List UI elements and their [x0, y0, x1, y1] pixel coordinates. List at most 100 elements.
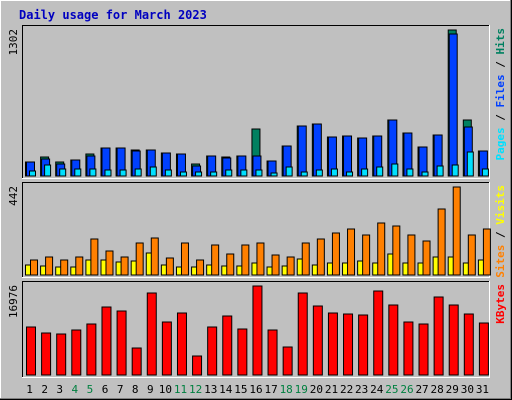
day-label: 29: [446, 383, 459, 396]
sites-bar: [316, 238, 325, 276]
day-label: 2: [41, 383, 48, 396]
sites-bar: [286, 256, 295, 276]
kbytes-bar: [463, 313, 474, 376]
kbytes-bar: [312, 305, 323, 376]
day-label: 4: [72, 383, 79, 396]
panel-visits_sites: 442 Sites / Visits: [7, 182, 507, 278]
sites-bar: [392, 225, 401, 276]
panel-legend: KBytes: [494, 284, 507, 324]
pages-bar: [59, 168, 67, 177]
sites-bar: [150, 237, 159, 276]
pages-bar: [361, 168, 369, 177]
day-label: 15: [234, 383, 247, 396]
pages-bar: [179, 171, 187, 177]
kbytes-bar: [41, 332, 52, 376]
legend-entry: Visits: [494, 185, 507, 225]
sites-bar: [467, 234, 476, 276]
sites-bar: [362, 234, 371, 276]
files-bar: [448, 33, 458, 177]
kbytes-bar: [433, 296, 444, 376]
pages-bar: [195, 171, 203, 177]
kbytes-bar: [388, 304, 399, 376]
kbytes-bar: [343, 313, 354, 376]
pages-bar: [436, 165, 444, 177]
pages-bar: [346, 171, 354, 177]
pages-bar: [315, 169, 323, 177]
day-label: 22: [340, 383, 353, 396]
day-label: 1: [26, 383, 33, 396]
day-label: 23: [355, 383, 368, 396]
sites-bar: [60, 259, 69, 276]
pages-bar: [74, 168, 82, 177]
x-axis-day-labels: 1 2 3 4 5 6 7 8 9 10 11 12 13 14 15 16 17 18 19 20 21 22 23 24 2…: [26, 383, 489, 396]
day-label: 9: [147, 383, 154, 396]
legend-entry: /: [494, 225, 507, 245]
day-label: 11: [174, 383, 187, 396]
kbytes-bar: [56, 333, 67, 376]
pages-bar: [481, 168, 489, 177]
kbytes-bar: [101, 306, 112, 376]
day-label: 31: [476, 383, 489, 396]
pages-bar: [300, 171, 308, 177]
pages-bar: [270, 172, 278, 177]
kbytes-bar: [373, 290, 384, 376]
kbytes-bar: [448, 304, 459, 376]
legend-entry: KBytes: [494, 284, 507, 324]
kbytes-bar: [327, 312, 338, 376]
day-label: 13: [204, 383, 217, 396]
day-label: 25: [385, 383, 398, 396]
pages-bar: [285, 166, 293, 177]
kbytes-bar: [71, 329, 82, 376]
sites-bar: [226, 253, 235, 276]
sites-bar: [256, 242, 265, 276]
panel-legend: Sites / Visits: [494, 185, 507, 278]
legend-entry: /: [494, 108, 507, 128]
sites-bar: [75, 256, 84, 276]
pages-bar: [376, 166, 384, 177]
kbytes-bar: [297, 292, 308, 376]
pages-bar: [406, 168, 414, 177]
pages-bar: [149, 166, 157, 177]
sites-bar: [211, 244, 220, 276]
pages-bar: [119, 169, 127, 177]
day-label: 6: [102, 383, 109, 396]
day-label: 8: [132, 383, 139, 396]
kbytes-bar: [26, 326, 36, 376]
day-label: 24: [370, 383, 384, 396]
legend-entry: Pages: [494, 127, 507, 160]
day-label: 16: [249, 383, 262, 396]
sites-bar: [437, 208, 446, 276]
sites-bar: [180, 242, 189, 276]
sites-bar: [271, 254, 280, 276]
sites-bar: [30, 259, 38, 276]
sites-bar: [301, 242, 310, 276]
legend-entry: /: [494, 55, 507, 75]
kbytes-bar: [222, 315, 233, 376]
panel-hits_files_pages: 1302 Pages / Files / Hits: [7, 25, 507, 179]
chart-title: Daily usage for March 2023: [19, 8, 207, 22]
kbytes-bar: [358, 314, 369, 376]
day-label: 21: [325, 383, 338, 396]
pages-bar: [255, 169, 263, 177]
sites-bar: [120, 256, 129, 276]
chart-panels: 1302 Pages / Files / Hits 442 Sites / Visit…: [7, 25, 507, 378]
pages-bar: [44, 164, 52, 177]
legend-entry: Hits: [494, 28, 507, 55]
sites-bar: [90, 238, 99, 276]
legend-entry: Files: [494, 74, 507, 107]
sites-bar: [196, 259, 205, 276]
sites-bar: [135, 242, 144, 276]
legend-entry: Sites: [494, 245, 507, 278]
panel-max-label: 1302: [7, 29, 20, 56]
day-label: 30: [461, 383, 474, 396]
kbytes-bar: [131, 347, 142, 376]
sites-bar: [347, 228, 356, 276]
kbytes-bar: [252, 285, 263, 376]
day-label: 5: [87, 383, 94, 396]
day-label: 14: [219, 383, 233, 396]
day-label: 3: [56, 383, 63, 396]
kbytes-bar: [403, 321, 414, 376]
kbytes-bar: [207, 326, 218, 376]
sites-bar: [165, 257, 174, 276]
